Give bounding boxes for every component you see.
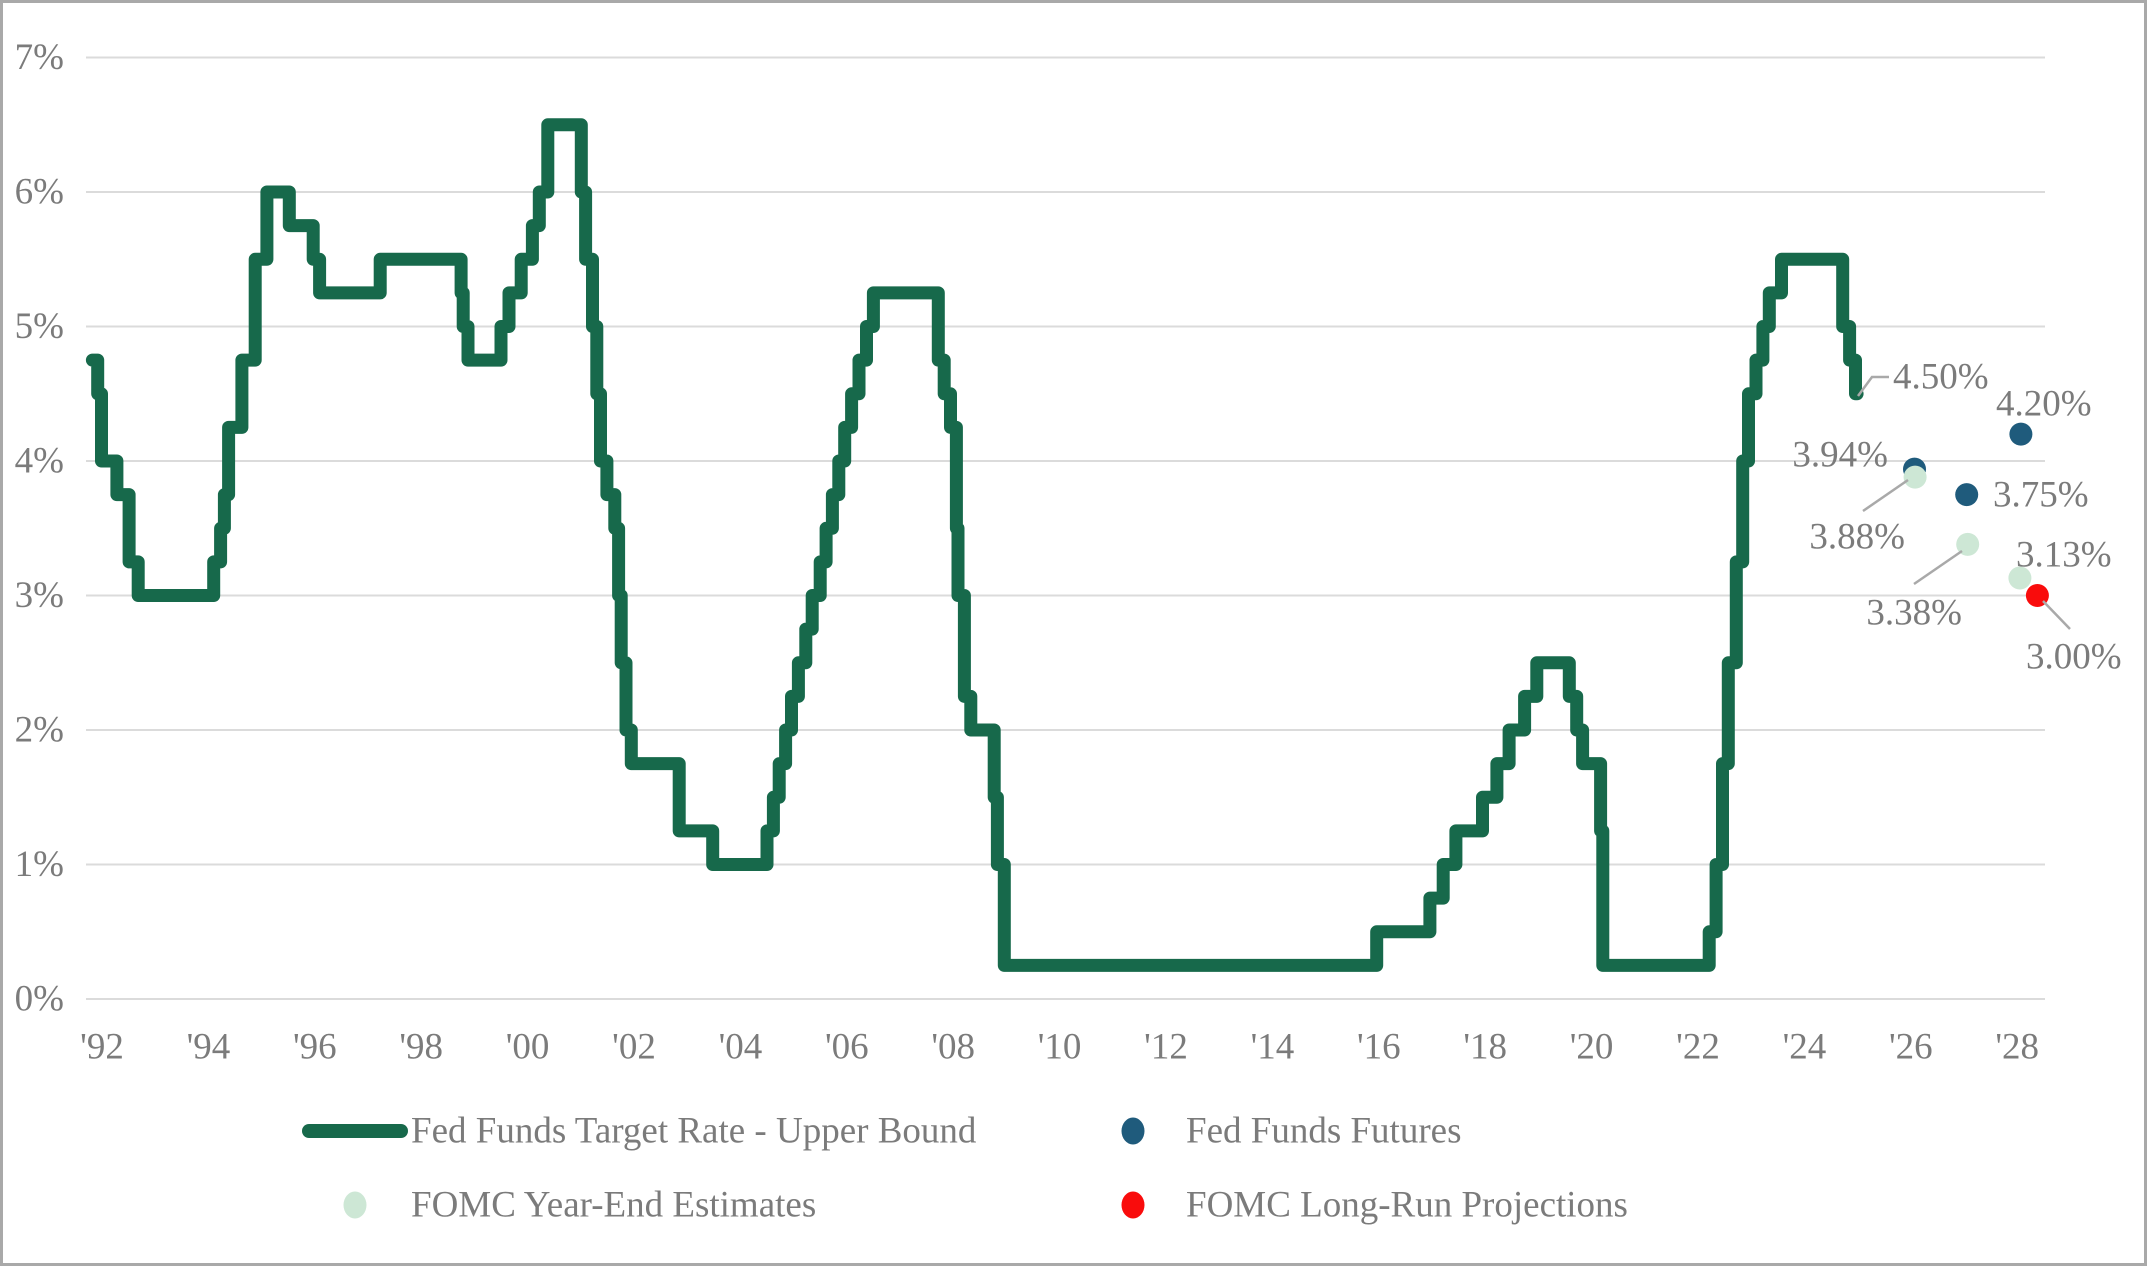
data-label: 3.88%: [1809, 517, 1905, 558]
legend-label: FOMC Long-Run Projections: [1186, 1185, 1628, 1226]
chart-legend: Fed Funds Target Rate - Upper Bound Fed F…: [302, 1111, 1628, 1226]
x-axis-label: '02: [612, 1027, 656, 1068]
callout-leader-line: [1862, 478, 1909, 513]
callout-leader-line: [1856, 375, 1889, 397]
data-label: 4.20%: [1996, 384, 2092, 425]
data-label: 3.00%: [2026, 637, 2122, 678]
x-axis-label: '08: [931, 1027, 975, 1068]
projection-dots: [1903, 422, 2049, 607]
callout-leader-line: [2042, 600, 2071, 630]
x-axis-label: '24: [1783, 1027, 1827, 1068]
x-axis-label: '92: [80, 1027, 124, 1068]
y-axis-label: 6%: [15, 172, 64, 213]
x-axis-label: '12: [1144, 1027, 1188, 1068]
x-axis-label: '26: [1889, 1027, 1933, 1068]
target-rate-line: [85, 118, 1864, 972]
data-label: 3.94%: [1792, 435, 1888, 476]
x-axis-label: '98: [399, 1027, 443, 1068]
fomc-year-end-estimate-dot: [2008, 566, 2032, 590]
data-label: 3.38%: [1866, 593, 1962, 634]
y-axis-label: 0%: [15, 979, 64, 1020]
y-axis-labels: 0% 1% 2% 3% 4% 5% 6% 7%: [15, 37, 64, 1020]
fed-funds-target-rate-line: [85, 118, 1864, 972]
x-axis-label: '20: [1570, 1027, 1614, 1068]
legend-dot-swatch: [1121, 1117, 1145, 1145]
x-axis-label: '06: [825, 1027, 869, 1068]
fomc-year-end-estimate-dot: [1903, 465, 1927, 489]
legend-dot-swatch: [1121, 1191, 1145, 1219]
legend-label: FOMC Year-End Estimates: [411, 1185, 816, 1226]
y-axis-label: 4%: [15, 441, 64, 482]
x-axis-label: '28: [1995, 1027, 2039, 1068]
y-axis-label: 1%: [15, 844, 64, 885]
fomc-year-end-estimate-dot: [1956, 532, 1980, 556]
x-axis-label: '04: [719, 1027, 763, 1068]
y-axis-label: 5%: [15, 306, 64, 347]
x-axis-label: '22: [1676, 1027, 1720, 1068]
gridlines: [86, 56, 2045, 1000]
legend-dot-swatch: [343, 1191, 367, 1219]
fed-funds-futures-dot: [2009, 422, 2033, 446]
x-axis-label: '10: [1038, 1027, 1082, 1068]
legend-label: Fed Funds Futures: [1186, 1111, 1461, 1152]
y-axis-label: 3%: [15, 575, 64, 616]
x-axis-labels: '92 '94 '96 '98 '00 '02 '04 '06 '08 '10 '12 '14 '16 '…: [80, 1027, 2039, 1068]
data-label: 3.75%: [1993, 475, 2089, 516]
y-axis-label: 2%: [15, 710, 64, 751]
fed-funds-futures-dot: [1955, 483, 1979, 507]
x-axis-label: '18: [1463, 1027, 1507, 1068]
x-axis-label: '16: [1357, 1027, 1401, 1068]
data-label: 4.50%: [1893, 357, 1989, 398]
data-label: 3.13%: [2016, 535, 2112, 576]
x-axis-label: '94: [187, 1027, 231, 1068]
callout-leader-line: [1913, 549, 1963, 586]
x-axis-label: '14: [1251, 1027, 1295, 1068]
x-axis-label: '96: [293, 1027, 337, 1068]
data-labels: 4.50%4.20% 3.94% 3.75% 3.88% 3.13% 3.38% 3.00%: [1792, 357, 2121, 678]
x-axis-label: '00: [506, 1027, 550, 1068]
y-axis-label: 7%: [15, 37, 64, 78]
legend-label: Fed Funds Target Rate - Upper Bound: [411, 1111, 977, 1152]
